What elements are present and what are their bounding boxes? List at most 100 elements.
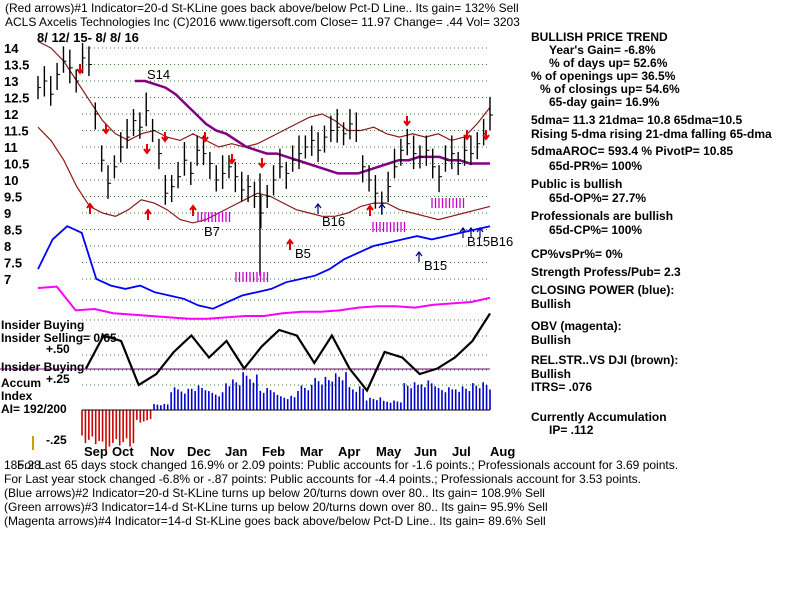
red-down-arrow — [258, 158, 266, 169]
ma-65-path — [135, 79, 490, 175]
chart-gridlines — [0, 47, 490, 450]
y-tick-label: 11 — [4, 140, 18, 155]
signal-b16: B16 — [322, 214, 346, 229]
red-up-arrow — [366, 204, 374, 216]
x-tick-label: Jan — [225, 444, 247, 459]
x-tick-label: Oct — [112, 444, 134, 459]
x-tick-label: Nov — [150, 444, 175, 459]
index-label: Index — [1, 389, 33, 403]
closing-power-label: CLOSING POWER (blue): — [531, 283, 675, 297]
x-tick-label: Dec — [187, 444, 211, 459]
signal-b7: B7 — [204, 224, 220, 239]
blue-up-arrow — [378, 203, 386, 214]
y-tick-label: 10 — [4, 173, 18, 188]
red-down-arrow — [76, 64, 84, 75]
blue-up-arrow — [314, 203, 322, 214]
op-percent: 65d-OP%= 27.7% — [549, 191, 647, 205]
date-range: 8/ 12/ 15- 8/ 8/ 16 — [37, 30, 139, 45]
plus-50-label: +.50 — [46, 342, 70, 356]
signal-b5: B5 — [295, 246, 311, 261]
signal-b15b16: B15B16 — [467, 234, 514, 249]
closing-power-line — [37, 225, 491, 310]
red-up-arrow — [86, 202, 94, 214]
closings-up: % of closings up= 54.6% — [540, 82, 680, 96]
signal-b15: B15 — [424, 258, 448, 273]
aroc-pivot: 5dmaAROC= 593.4 % PivotP= 10.85 — [531, 144, 734, 158]
relstr-value: Bullish — [531, 367, 572, 381]
y-tick-label: 7 — [4, 272, 11, 287]
red-down-arrow — [228, 154, 236, 165]
cp-vs-pr: CP%vsPr%= 0% — [531, 247, 623, 261]
y-tick-label: 9.5 — [4, 190, 22, 205]
red-down-arrow — [403, 116, 411, 127]
y-tick-label: 8.5 — [4, 223, 22, 238]
relstr-label: REL.STR..VS DJI (brown): — [531, 353, 679, 367]
y-tick-label: 10.5 — [4, 157, 29, 172]
rising-status: Rising 5-dma rising 21-dma falling 65-dm… — [531, 127, 772, 141]
price-bands — [37, 40, 491, 224]
signal-arrows — [76, 64, 490, 282]
y-tick-label: 14 — [4, 41, 19, 56]
obv-value: Bullish — [531, 333, 572, 347]
price-bars — [37, 43, 493, 276]
red-down-arrow — [143, 144, 151, 155]
ai-label: AI= 192/200 — [1, 402, 67, 416]
ip-value: IP= .112 — [549, 423, 594, 437]
red-down-arrow — [201, 132, 209, 143]
dma-values: 5dma= 11.3 21dma= 10.8 65dma=10.5 — [531, 113, 743, 127]
insider-buying-label: Insider Buying — [1, 318, 85, 332]
cp-percent: 65d-CP%= 100% — [549, 223, 643, 237]
x-tick-label: May — [376, 444, 402, 459]
obv-label: OBV (magenta): — [531, 319, 622, 333]
header-ticker-line: ACLS Axcelis Technologies Inc (C)2016 ww… — [5, 15, 520, 29]
accum-index-bars — [81, 372, 491, 451]
indicator-lines — [37, 225, 491, 393]
red-down-arrow — [463, 130, 471, 141]
red-down-arrow — [482, 130, 490, 141]
x-tick-label: Sep — [84, 444, 108, 459]
y-tick-label: 12.5 — [4, 91, 29, 106]
rel-str-line — [85, 312, 491, 393]
red-down-arrow — [102, 124, 110, 135]
professionals-status: Professionals are bullish — [531, 209, 674, 223]
footer-line-year: For Last year stock changed -6.8% or -.8… — [4, 472, 642, 486]
accum-label: Accum — [1, 376, 42, 390]
footer-overlap: 185.28 — [4, 458, 41, 472]
header-indicator-line: (Red arrows)#1 Indicator=20-d St-KLine g… — [5, 1, 519, 15]
y-tick-label: 8 — [4, 239, 11, 254]
gain-65: 65-day gain= 16.9% — [549, 95, 660, 109]
y-tick-label: 13.5 — [4, 58, 29, 73]
x-tick-label: Feb — [262, 444, 285, 459]
pr-percent: 65d-PR%= 100% — [549, 159, 643, 173]
blue-up-arrow — [415, 251, 423, 262]
x-tick-labels: Sep Oct Nov Dec Jan Feb Mar Apr May Jun Jul Aug — [84, 444, 515, 459]
red-up-arrow — [189, 204, 197, 216]
insider-buying-label-2: Insider Buying — [1, 360, 85, 374]
years-gain: Year's Gain= -6.8% — [549, 43, 656, 57]
x-tick-label: Aug — [490, 444, 515, 459]
upper-band-line — [37, 40, 491, 148]
plus-25-label: +.25 — [46, 372, 70, 386]
panel-title: BULLISH PRICE TREND — [531, 30, 668, 44]
public-status: Public is bullish — [531, 177, 623, 191]
accumulation-status: Currently Accumulation — [531, 410, 667, 424]
x-tick-label: Jul — [452, 444, 471, 459]
x-tick-label: Apr — [338, 444, 360, 459]
y-tick-label: 9 — [4, 206, 11, 221]
strength-ratio: Strength Profess/Pub= 2.3 — [531, 265, 681, 279]
x-tick-label: Mar — [300, 444, 323, 459]
signal-s14: S14 — [147, 67, 171, 82]
x-tick-label: Jun — [414, 444, 437, 459]
days-up: % of days up= 52.6% — [549, 56, 668, 70]
y-tick-label: 12 — [4, 107, 18, 122]
ma-65-line — [135, 79, 490, 175]
red-up-arrow — [286, 238, 294, 250]
y-tick-labels: 14 13.513 12.512 11.511 10.510 9.59 8.58 7.57 — [4, 41, 29, 287]
insider-selling-label: Insider Selling= 0/65 — [1, 331, 117, 345]
itrs-value: ITRS= .076 — [531, 380, 593, 394]
y-tick-label: 11.5 — [4, 124, 29, 139]
footer-green-arrows: (Green arrows)#3 Indicator=14-d St-KLine… — [4, 500, 548, 514]
red-down-arrow — [161, 132, 169, 143]
closing-power-value: Bullish — [531, 297, 572, 311]
lower-band-line — [37, 126, 491, 224]
